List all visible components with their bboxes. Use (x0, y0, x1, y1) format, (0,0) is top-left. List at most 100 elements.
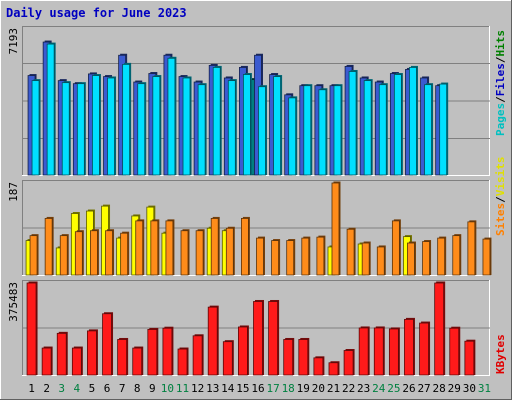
x-tick-label-day-1: 1 (28, 382, 35, 395)
bar-pages-day-16 (258, 85, 267, 176)
x-tick-label-day-19: 19 (297, 382, 310, 395)
bar-sites-day-31 (482, 237, 492, 276)
bar-sites-day-12 (195, 229, 205, 276)
bar-kbytes-day-25 (388, 327, 400, 376)
bar-kbytes-day-14-face (222, 341, 233, 376)
bar-kbytes-day-19 (298, 337, 310, 376)
bar-kbytes-day-14 (222, 340, 234, 376)
bar-kbytes-day-18-face (283, 339, 294, 376)
series-pages (31, 42, 449, 176)
x-tick-label-day-24: 24 (372, 382, 386, 395)
bar-sites-day-1-face (29, 235, 38, 276)
x-tick-label-day-10: 10 (161, 382, 174, 395)
bar-kbytes-day-16 (253, 299, 264, 376)
right-labels-visits-sites: Sites/Visits (494, 157, 507, 237)
bar-pages-day-25 (393, 73, 403, 176)
x-tick-label-day-27: 27 (417, 382, 430, 395)
bar-pages-day-14-face (227, 80, 236, 176)
x-tick-label-day-13: 13 (206, 382, 219, 395)
chart-panels: 7193Pages/Files/Hits187Sites/Visits37548… (7, 26, 507, 376)
x-tick-label-day-31: 31 (478, 382, 491, 395)
bar-kbytes-day-8 (132, 346, 144, 376)
bar-kbytes-day-5 (87, 329, 98, 376)
bar-sites-day-30-face (467, 221, 476, 276)
bar-pages-day-24-face (378, 84, 387, 176)
x-tick-label-day-28: 28 (433, 382, 446, 395)
bar-kbytes-day-24 (373, 326, 385, 376)
bar-pages-day-24 (378, 83, 388, 176)
x-tick-label-day-26: 26 (402, 382, 415, 395)
bar-sites-day-31-face (482, 238, 491, 276)
bar-sites-day-24 (376, 245, 386, 276)
bar-kbytes-day-20-face (313, 357, 324, 376)
bar-kbytes-day-12 (192, 334, 204, 376)
bar-kbytes-day-26 (404, 317, 415, 376)
bar-pages-day-20-face (318, 89, 327, 176)
bar-pages-day-26 (409, 65, 418, 176)
bar-sites-day-1 (29, 234, 39, 276)
bar-sites-day-29-face (452, 235, 461, 276)
panel-visits-sites: 187 Sites/Visits (7, 157, 507, 276)
bar-kbytes-day-12-face (192, 335, 203, 376)
bar-sites-day-27-face (422, 241, 430, 276)
x-tick-label-day-25: 25 (387, 382, 400, 395)
bar-kbytes-day-11-face (177, 348, 188, 376)
bar-kbytes-day-1 (26, 281, 38, 376)
bar-pages-day-19-face (303, 85, 312, 176)
bar-pages-day-11 (182, 76, 192, 176)
bar-sites-day-11 (180, 229, 190, 276)
legend-label-files: Files (494, 63, 507, 96)
bar-kbytes-day-28 (434, 281, 446, 376)
bar-sites-day-14-face (225, 227, 234, 276)
bar-sites-day-29 (452, 234, 462, 276)
bar-kbytes-day-2-face (41, 347, 52, 376)
bar-sites-day-6 (105, 229, 115, 276)
bar-kbytes-day-8-face (132, 347, 143, 376)
x-tick-label-day-6: 6 (104, 382, 111, 395)
bar-kbytes-day-17 (268, 299, 280, 376)
legend-separator: / (494, 96, 507, 103)
bar-pages-day-3-face (61, 82, 70, 176)
bar-sites-day-4-face (74, 231, 83, 276)
series-kbytes (26, 281, 476, 376)
bar-sites-day-12-face (195, 230, 204, 276)
bar-kbytes-day-30 (464, 339, 476, 376)
x-tick-label-day-18: 18 (282, 382, 295, 395)
bar-pages-day-22 (348, 69, 358, 176)
bar-kbytes-day-13-face (207, 306, 218, 376)
x-tick-label-day-20: 20 (312, 382, 325, 395)
bar-sites-day-10-face (165, 220, 174, 276)
bar-pages-day-21-face (333, 85, 342, 176)
bar-kbytes-day-29 (449, 326, 461, 376)
chart-title: Daily usage for June 2023 (6, 6, 187, 20)
right-labels-kbytes: KBytes (494, 334, 507, 374)
bar-pages-day-25-face (393, 74, 402, 176)
bar-pages-day-15 (243, 73, 252, 176)
bar-pages-day-18-face (288, 97, 297, 176)
bar-pages-day-2-face (46, 43, 55, 176)
bar-sites-day-15 (241, 216, 250, 276)
bar-kbytes-day-17-face (268, 301, 278, 376)
bar-kbytes-day-25-face (388, 328, 399, 376)
bar-kbytes-day-6 (102, 312, 114, 376)
x-tick-label-day-23: 23 (357, 382, 370, 395)
x-tick-label-day-14: 14 (221, 382, 235, 395)
bar-kbytes-day-7-face (117, 339, 128, 376)
bar-pages-day-23-face (363, 80, 372, 176)
bar-pages-day-3 (61, 81, 71, 176)
bar-sites-day-20 (316, 235, 326, 276)
bar-sites-day-9 (150, 219, 160, 276)
bar-kbytes-day-2 (41, 346, 53, 376)
bar-kbytes-day-20 (313, 356, 325, 376)
bar-pages-day-22-face (348, 71, 357, 176)
bar-sites-day-17 (271, 239, 281, 276)
bar-kbytes-day-15 (238, 325, 249, 376)
right-labels-hits-files-pages: Pages/Files/Hits (494, 30, 507, 136)
bar-sites-day-13-face (210, 218, 219, 276)
x-tick-label-day-30: 30 (463, 382, 476, 395)
x-tick-label-day-7: 7 (119, 382, 126, 395)
x-tick-label-day-11: 11 (176, 382, 189, 395)
bar-pages-day-17-face (273, 76, 281, 176)
bar-kbytes-day-13 (207, 305, 219, 376)
bar-kbytes-day-29-face (449, 327, 460, 376)
